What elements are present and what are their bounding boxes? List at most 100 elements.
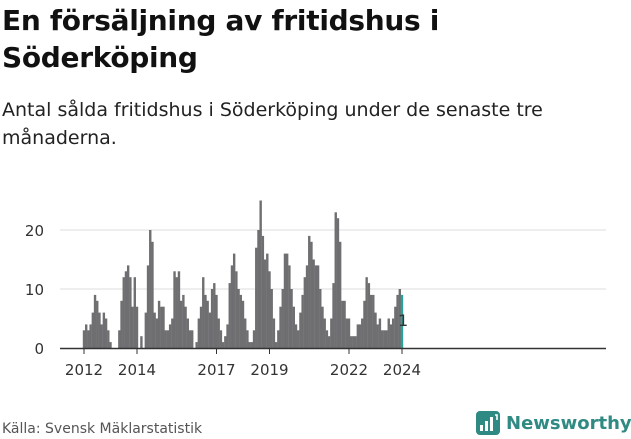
bar bbox=[241, 300, 245, 348]
bar bbox=[91, 312, 95, 348]
bar bbox=[100, 324, 103, 348]
bar bbox=[334, 212, 337, 348]
bar bbox=[338, 241, 342, 348]
bar-highlight bbox=[400, 294, 404, 348]
bar bbox=[157, 300, 161, 348]
brand-name: Newsworthy bbox=[506, 412, 631, 434]
chart-subtitle: Antal sålda fritidshus i Söderköping und… bbox=[2, 99, 543, 149]
bar bbox=[272, 318, 276, 348]
bar bbox=[120, 300, 123, 348]
bar bbox=[263, 259, 267, 348]
bar bbox=[230, 265, 234, 348]
bar bbox=[294, 324, 298, 348]
bar-chart: 0 10 20 2012 2014 2017 2019 2022 2024 1 bbox=[25, 200, 606, 379]
bar bbox=[109, 342, 112, 348]
bar bbox=[367, 283, 371, 348]
bar bbox=[93, 294, 97, 348]
bar bbox=[164, 330, 167, 348]
bar bbox=[332, 283, 335, 348]
y-tick-label: 20 bbox=[25, 222, 44, 240]
x-tick-label: 2017 bbox=[197, 361, 235, 379]
bar bbox=[168, 324, 172, 348]
bar bbox=[391, 318, 395, 348]
bar bbox=[162, 306, 165, 348]
bar bbox=[358, 324, 362, 348]
bar bbox=[288, 265, 291, 348]
highlight-value-label: 1 bbox=[398, 311, 408, 330]
bar bbox=[290, 289, 293, 348]
bar bbox=[354, 336, 357, 348]
source-label: Källa: Svensk Mäklarstatistik bbox=[2, 421, 203, 437]
bar bbox=[160, 306, 163, 348]
bar bbox=[319, 289, 322, 348]
bar bbox=[316, 265, 320, 348]
bar bbox=[237, 289, 240, 348]
bar bbox=[261, 235, 265, 348]
bar bbox=[250, 342, 254, 348]
bar bbox=[299, 312, 302, 348]
bar bbox=[274, 342, 278, 348]
bar bbox=[204, 294, 207, 348]
bar bbox=[277, 330, 280, 348]
bar bbox=[191, 330, 194, 348]
bar bbox=[98, 312, 101, 348]
bar bbox=[350, 336, 353, 348]
bar bbox=[171, 318, 174, 348]
bar bbox=[380, 330, 384, 348]
bar bbox=[363, 300, 366, 348]
bar bbox=[266, 253, 269, 348]
bar bbox=[383, 330, 386, 348]
bar bbox=[268, 271, 271, 348]
bar bbox=[372, 294, 375, 348]
bar bbox=[305, 265, 309, 348]
bar bbox=[336, 218, 340, 348]
bar bbox=[131, 306, 134, 348]
bar bbox=[259, 200, 262, 348]
bar bbox=[82, 330, 86, 348]
bar bbox=[135, 306, 139, 348]
bar bbox=[126, 265, 130, 348]
bar bbox=[385, 330, 388, 348]
bar bbox=[232, 253, 236, 348]
bar bbox=[248, 342, 251, 348]
bar bbox=[396, 294, 399, 348]
bar bbox=[244, 318, 247, 348]
x-axis-ticks: 2012 2014 2017 2019 2022 2024 bbox=[65, 348, 421, 379]
bar bbox=[283, 253, 287, 348]
bar bbox=[144, 312, 148, 348]
bars bbox=[82, 200, 404, 348]
bar bbox=[85, 324, 88, 348]
bar bbox=[374, 312, 377, 348]
bar bbox=[228, 283, 231, 348]
bar bbox=[129, 277, 132, 348]
x-tick-label: 2019 bbox=[250, 361, 288, 379]
chart-title: En försäljning av fritidshus i Söderköpi… bbox=[2, 4, 440, 74]
newsworthy-logo[interactable]: Newsworthy bbox=[476, 410, 631, 436]
bar bbox=[188, 330, 192, 348]
gridlines bbox=[60, 229, 606, 290]
bar bbox=[343, 300, 346, 348]
bar bbox=[255, 247, 258, 348]
bar bbox=[257, 230, 260, 348]
bar bbox=[312, 259, 315, 348]
bar bbox=[301, 294, 304, 348]
bar bbox=[153, 312, 156, 348]
bar bbox=[325, 330, 329, 348]
bar bbox=[104, 318, 108, 348]
bar bbox=[321, 306, 324, 348]
x-tick-label: 2014 bbox=[118, 361, 156, 379]
bar bbox=[197, 318, 201, 348]
bar bbox=[327, 336, 331, 348]
bar bbox=[102, 312, 106, 348]
bar bbox=[199, 306, 203, 348]
bar bbox=[361, 318, 364, 348]
bar bbox=[279, 306, 282, 348]
bar bbox=[87, 330, 90, 348]
bar bbox=[398, 289, 401, 348]
bar bbox=[149, 230, 152, 348]
bar bbox=[206, 300, 209, 348]
x-tick-label: 2022 bbox=[330, 361, 368, 379]
bar bbox=[292, 306, 295, 348]
bar bbox=[239, 294, 242, 348]
bar bbox=[387, 318, 390, 348]
